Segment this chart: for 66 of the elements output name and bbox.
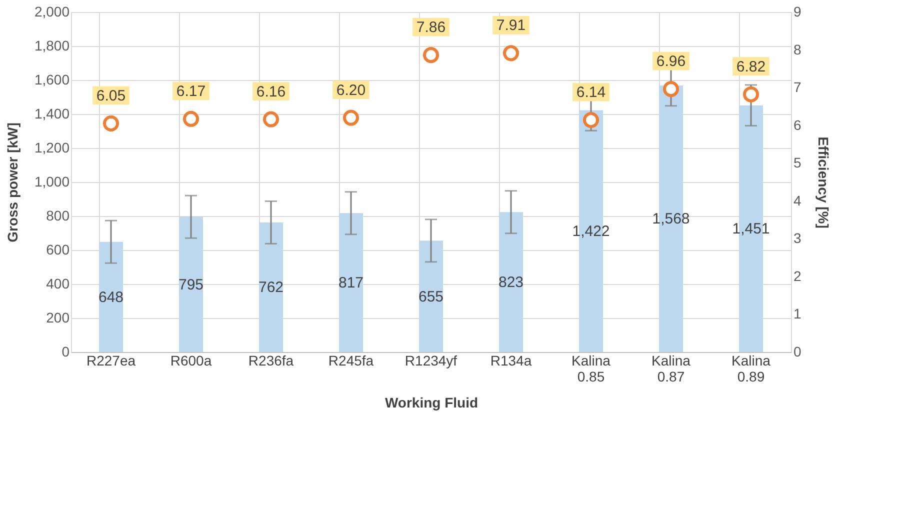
y2-axis-title: Efficiency [%] xyxy=(815,136,832,228)
data-label: 795 xyxy=(178,276,204,294)
x-tick-label: R600a xyxy=(170,352,212,368)
y-tick-label: 200 xyxy=(46,310,70,326)
y-tick-label: 1,600 xyxy=(34,72,70,88)
data-label: 817 xyxy=(338,274,364,292)
y2-tick-label: 4 xyxy=(794,192,802,208)
data-label: 823 xyxy=(498,274,524,292)
y2-tick-label: 1 xyxy=(794,306,802,322)
data-label: 1,422 xyxy=(572,223,610,240)
bar xyxy=(179,216,203,352)
x-tick-label: R245fa xyxy=(328,352,374,368)
point xyxy=(662,81,680,98)
y2-tick-label: 2 xyxy=(794,268,802,284)
bar xyxy=(99,242,123,352)
point xyxy=(502,45,520,62)
data-label: 655 xyxy=(418,288,444,306)
x-tick-label: R1234yf xyxy=(404,352,458,368)
data-label: 6.20 xyxy=(336,82,366,99)
y2-tick-label: 8 xyxy=(794,41,802,58)
data-label: 6.82 xyxy=(736,58,766,76)
y-tick-label: 600 xyxy=(46,242,70,258)
y-tick-label: 0 xyxy=(62,344,70,360)
bar xyxy=(419,240,443,352)
bar xyxy=(339,213,363,352)
point xyxy=(262,111,280,128)
data-label: 6.05 xyxy=(96,87,126,104)
y-tick-label: 1,200 xyxy=(34,140,70,156)
y2-tick-label: 3 xyxy=(794,230,802,246)
data-label: 6.16 xyxy=(256,83,286,100)
x-tick-label: Kalina 0.85 xyxy=(572,352,611,384)
y-tick-label: 2,000 xyxy=(34,4,70,20)
x-axis-title: Working Fluid xyxy=(384,394,478,410)
point xyxy=(182,110,200,127)
y2-tick-label: 7 xyxy=(794,79,802,96)
y-tick-label: 1,800 xyxy=(34,38,70,54)
data-label: 6.17 xyxy=(176,82,206,100)
data-label: 6.96 xyxy=(656,53,686,70)
bar xyxy=(259,222,283,352)
point xyxy=(742,86,760,102)
point xyxy=(582,112,600,128)
y-axis-title: Gross power [kW] xyxy=(4,122,20,242)
y-tick-label: 1,000 xyxy=(34,174,70,190)
y2-tick-label: 9 xyxy=(794,4,802,20)
x-tick-label: Kalina 0.89 xyxy=(732,352,771,384)
x-tick-label: R236fa xyxy=(248,352,294,368)
x-tick-label: Kalina 0.87 xyxy=(652,352,691,384)
x-tick-label: R134a xyxy=(490,352,532,368)
x-tick-label: R227ea xyxy=(86,352,136,368)
bar xyxy=(499,212,523,352)
point xyxy=(422,47,440,64)
data-label: 7.91 xyxy=(496,17,526,34)
data-label: 762 xyxy=(258,279,284,296)
data-label: 1,568 xyxy=(652,210,690,228)
point xyxy=(102,115,120,132)
y2-tick-label: 5 xyxy=(794,154,802,171)
y-tick-label: 1,400 xyxy=(34,106,70,122)
data-label: 7.86 xyxy=(416,19,446,36)
data-label: 1,451 xyxy=(732,220,770,238)
point xyxy=(342,110,360,126)
y-tick-label: 800 xyxy=(46,208,70,224)
y2-tick-label: 0 xyxy=(794,344,802,360)
data-label: 648 xyxy=(98,288,124,306)
y-tick-label: 400 xyxy=(46,276,70,292)
y2-tick-label: 6 xyxy=(794,116,802,133)
data-label: 6.14 xyxy=(576,84,606,102)
